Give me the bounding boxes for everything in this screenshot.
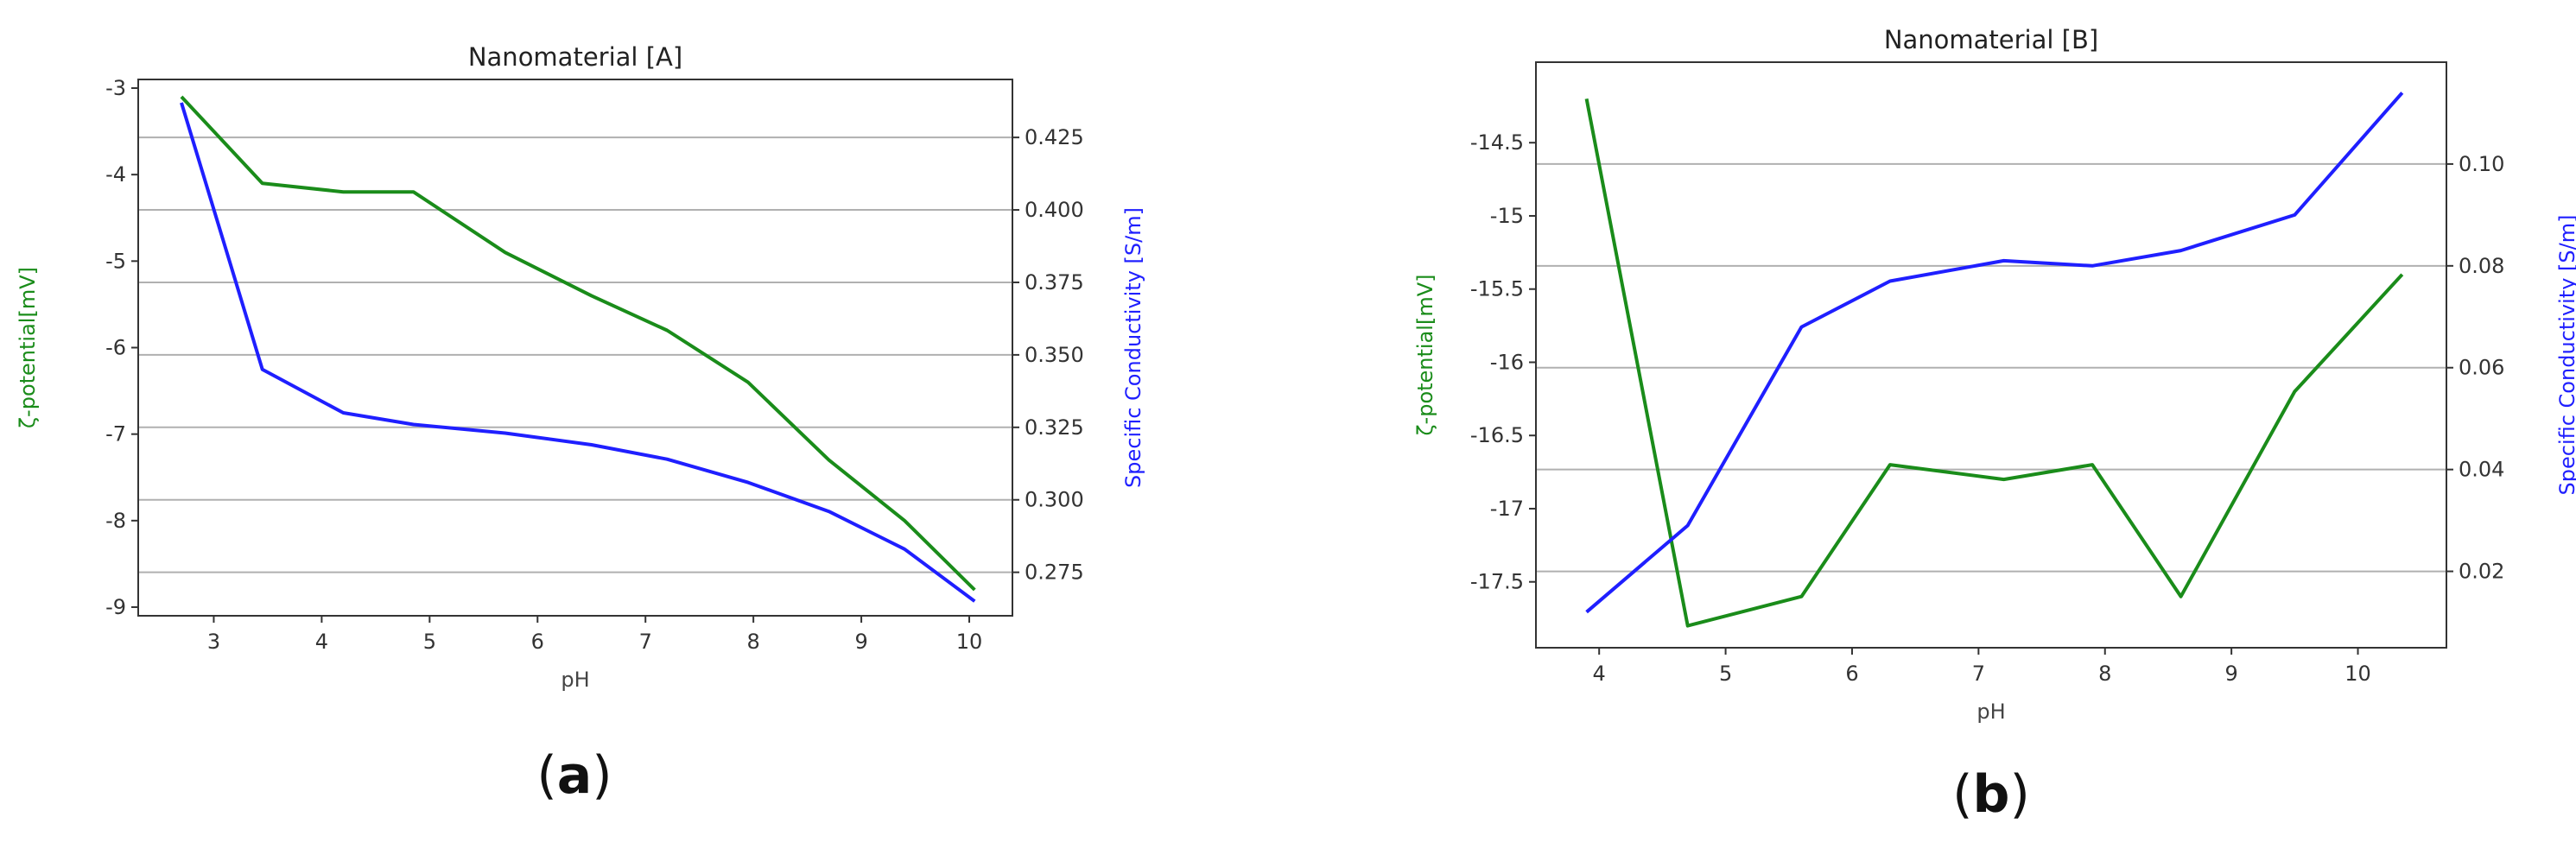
panel-caption: (b) bbox=[1952, 764, 2030, 825]
x-axis-label: pH bbox=[561, 668, 589, 692]
caption-close-paren: ) bbox=[592, 745, 612, 806]
y2-axis-label: Specific Conductivity [S/m] bbox=[1121, 207, 1145, 488]
x-tick-label: 3 bbox=[207, 630, 220, 654]
x-tick-label: 9 bbox=[2224, 662, 2237, 686]
caption-close-paren: ) bbox=[2009, 764, 2029, 825]
y-tick-label: -15.5 bbox=[1470, 277, 1524, 301]
x-tick-label: 7 bbox=[639, 630, 652, 654]
y-tick-label: -7 bbox=[105, 422, 126, 446]
zeta-potential-series-line bbox=[180, 95, 976, 592]
x-tick-label: 8 bbox=[2098, 662, 2111, 686]
panel-caption: (a) bbox=[536, 745, 612, 806]
y2-tick-label: 0.325 bbox=[1025, 415, 1084, 440]
y-tick-label: -4 bbox=[105, 162, 126, 187]
y2-tick-label: 0.300 bbox=[1025, 488, 1084, 512]
y2-tick-label: 0.06 bbox=[2459, 356, 2504, 380]
x-tick-label: 5 bbox=[423, 630, 436, 654]
y2-tick-label: 0.375 bbox=[1025, 270, 1084, 294]
y-tick-label: -14.5 bbox=[1470, 130, 1524, 155]
x-tick-label: 10 bbox=[2344, 662, 2371, 686]
caption-letter: b bbox=[1973, 764, 2010, 825]
y2-tick-label: 0.350 bbox=[1025, 343, 1084, 367]
chart-title: Nanomaterial [B] bbox=[1884, 25, 2098, 54]
x-tick-label: 9 bbox=[854, 630, 867, 654]
y2-tick-label: 0.400 bbox=[1025, 198, 1084, 222]
plot-frame bbox=[1535, 61, 2447, 649]
y-tick-label: -17.5 bbox=[1470, 570, 1524, 594]
x-tick-label: 8 bbox=[747, 630, 760, 654]
y2-tick-label: 0.08 bbox=[2459, 254, 2504, 278]
conductivity-series-line bbox=[180, 102, 976, 603]
chart-title: Nanomaterial [A] bbox=[468, 42, 682, 72]
y2-tick-label: 0.04 bbox=[2459, 458, 2504, 482]
y-axis-label: ζ-potential[mV] bbox=[1413, 275, 1437, 436]
y-tick-label: -6 bbox=[105, 336, 126, 360]
y2-tick-label: 0.275 bbox=[1025, 560, 1084, 585]
caption-open-paren: ( bbox=[536, 745, 556, 806]
y-tick-label: -17 bbox=[1490, 497, 1524, 521]
plot-frame bbox=[137, 79, 1013, 617]
zeta-potential-series-line bbox=[1584, 98, 2404, 628]
y2-axis-label: Specific Conductivity [S/m] bbox=[2555, 215, 2576, 496]
panel-b: 4 5 6 7 8 9 10 -14.5 -15 -15.5 -16 -16.5 -17 -17.5 0.1… bbox=[1413, 25, 2576, 825]
caption-open-paren: ( bbox=[1952, 764, 1972, 825]
x-tick-label: 4 bbox=[1593, 662, 1606, 686]
x-tick-label: 7 bbox=[1972, 662, 1985, 686]
x-tick-label: 5 bbox=[1719, 662, 1732, 686]
conductivity-series-line bbox=[1585, 92, 2404, 614]
x-tick-label: 6 bbox=[531, 630, 544, 654]
caption-letter: a bbox=[557, 745, 593, 806]
x-tick-label: 4 bbox=[315, 630, 328, 654]
y2-tick-label: 0.425 bbox=[1025, 125, 1084, 149]
y-tick-label: -15 bbox=[1490, 204, 1524, 228]
y-tick-label: -16 bbox=[1490, 350, 1524, 374]
y-tick-label: -9 bbox=[105, 595, 126, 619]
y-tick-label: -8 bbox=[105, 509, 126, 533]
panel-a: 3 4 5 6 7 8 9 10 -3 -4 -5 -6 -7 -8 -9 0.425 0.400 0.375 0.… bbox=[16, 42, 1145, 806]
y2-tick-label: 0.10 bbox=[2459, 152, 2504, 176]
y-tick-label: -16.5 bbox=[1470, 423, 1524, 447]
y2-tick-label: 0.02 bbox=[2459, 560, 2504, 584]
x-tick-label: 6 bbox=[1845, 662, 1858, 686]
x-tick-label: 10 bbox=[956, 630, 983, 654]
y-tick-label: -5 bbox=[105, 249, 126, 273]
x-axis-label: pH bbox=[1976, 700, 2005, 724]
y-tick-label: -3 bbox=[105, 76, 126, 100]
y-axis-label: ζ-potential[mV] bbox=[16, 267, 40, 428]
